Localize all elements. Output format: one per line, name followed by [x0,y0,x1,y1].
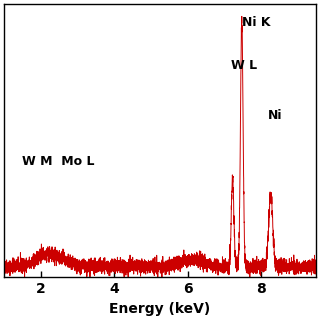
Text: Ni K: Ni K [242,16,270,29]
Text: W L: W L [231,60,257,72]
Text: Ni: Ni [268,109,283,122]
Text: W M  Mo L: W M Mo L [22,155,95,168]
X-axis label: Energy (keV): Energy (keV) [109,302,211,316]
